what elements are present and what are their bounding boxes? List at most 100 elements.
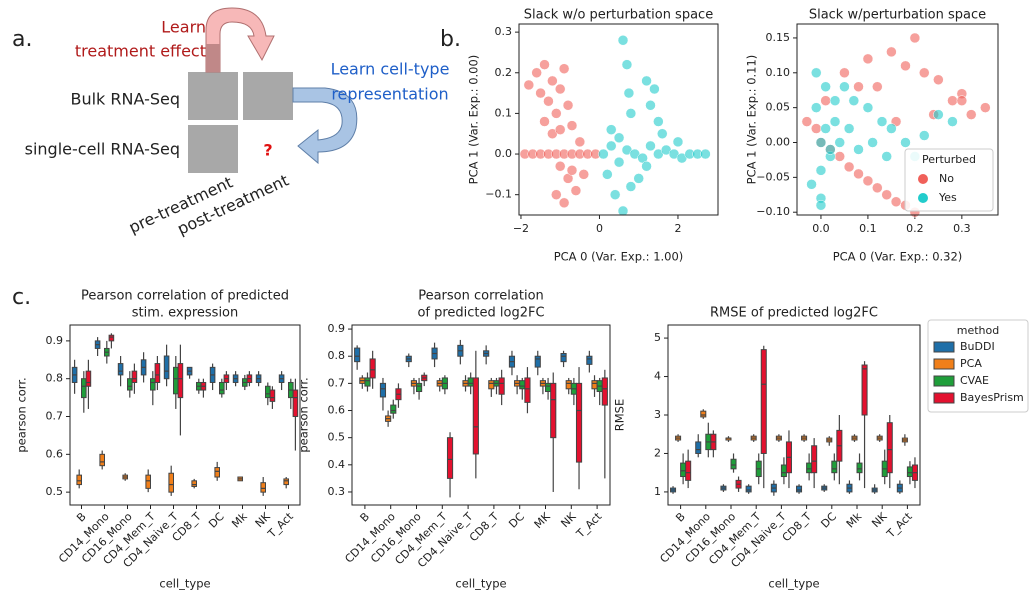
chart: Pearson correlation of predicted stim. ex… [15,289,301,591]
point [570,185,582,196]
x-tick-label: NK [869,510,890,531]
point [834,151,845,162]
y-tick-label: 0.05 [766,101,791,114]
point [839,67,850,79]
box [856,462,863,474]
x-tick-label: Mk [844,510,865,531]
x-axis-label: cell_type [159,577,210,591]
x-tick-label: 0.3 [953,222,971,235]
x-tick-label: DC [818,510,839,531]
y-tick-label: 0.6 [46,447,64,460]
point [919,67,930,79]
y-tick-label: 0.6 [328,404,346,417]
point [947,116,958,127]
point [621,59,633,70]
point [806,179,817,190]
point [625,108,637,119]
y-tick-label: 0.7 [46,410,64,423]
celltype-label: representation [331,85,448,104]
point [566,120,578,131]
point [543,95,554,107]
box [575,382,583,463]
point [613,132,625,144]
legend-swatch [918,174,928,184]
box [806,462,813,474]
point [633,173,644,184]
legend-label: Yes [938,191,957,204]
chart: RMSE of predicted log2FC12345RMSEBCD14_M… [613,306,1029,591]
legend-title: Perturbed [922,153,976,166]
box [811,445,818,474]
box [283,478,289,486]
x-axis-label: cell_type [768,577,819,591]
box [550,382,557,439]
box [680,462,687,478]
point [554,160,566,172]
legend-swatch [933,358,955,370]
x-tick-label: 0.2 [906,222,924,235]
box [760,349,767,454]
y-tick-label: 0.2 [495,66,513,79]
box [488,380,495,390]
chart: Slack w/perturbation space−0.10−0.050.00… [745,8,999,264]
point [876,116,888,127]
box [269,389,276,402]
plot-frame [796,23,999,216]
legend-swatch [933,392,955,404]
point [947,95,958,106]
box [219,381,225,395]
y-tick-label: 0.5 [328,431,346,444]
x-axis-label: PCA 0 (Var. Exp.: 0.32) [833,250,963,264]
point [886,123,897,134]
legend-label: CVAE [960,374,989,387]
box [364,377,371,387]
x-tick-label: Mk [229,510,250,531]
x-tick-label: 0 [596,222,603,235]
legend-label: BayesPrism [960,391,1024,404]
y-tick-label: 5 [654,331,661,344]
x-tick-label: CD8_T [467,510,501,544]
y-tick-label: −0.05 [756,170,790,183]
point [881,189,892,201]
point [886,46,897,58]
x-tick-label: T_Act [884,510,916,542]
point [834,137,845,148]
y-tick-label: 0.15 [766,31,791,44]
point [523,79,535,91]
point [653,116,664,127]
box [545,382,552,393]
box [76,474,83,486]
point [605,140,617,152]
panel-label: a. [12,27,32,52]
block [188,72,238,120]
point [862,102,874,113]
y-tick-label: 0.0 [495,147,513,160]
y-tick-label: 0.10 [766,66,791,79]
x-tick-label: MK [532,510,554,532]
y-tick-label: −0.1 [485,188,512,201]
y-tick-label: 0.4 [328,458,346,471]
box [446,437,454,479]
point [843,123,855,134]
y-tick-label: 3 [654,408,661,421]
y-tick-label: 0.00 [766,136,791,149]
point [825,144,836,155]
box [369,358,376,379]
x-tick-label: DC [506,510,527,531]
box [796,485,803,493]
box [730,458,737,470]
point [848,95,860,106]
point [900,137,911,148]
point [909,32,921,44]
y-tick-label: 0.1 [495,106,513,119]
box [524,377,531,403]
y-tick-label: 0.9 [46,334,64,347]
box [168,472,174,493]
box [99,453,106,467]
point [574,136,586,148]
x-axis-label: PCA 0 (Var. Exp.: 1.00) [554,250,684,264]
point [811,67,822,79]
plot-frame [69,324,301,506]
legend-label: No [939,172,954,185]
